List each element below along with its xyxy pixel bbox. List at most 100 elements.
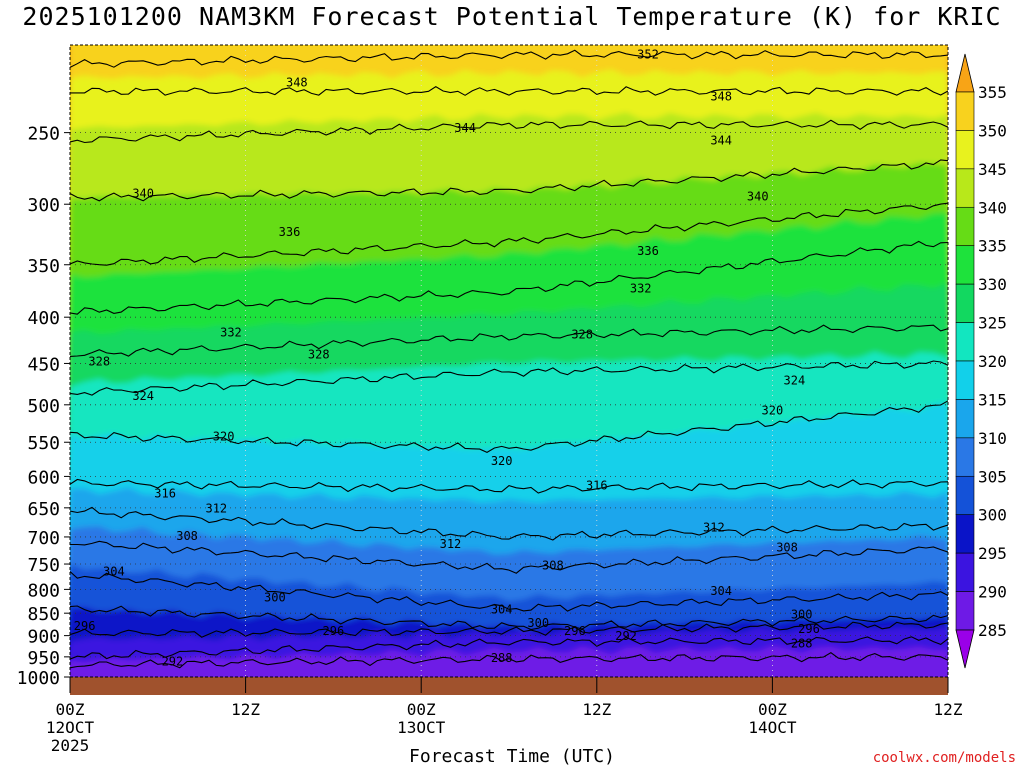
theta-band bbox=[70, 645, 948, 677]
isentrope-line bbox=[70, 571, 948, 612]
y-tick-label: 350 bbox=[27, 256, 60, 277]
colorbar-label: 300 bbox=[978, 506, 1007, 525]
contour-label: 348 bbox=[286, 75, 308, 89]
contour-labels: 352 348 348 344 344 340 340 336 336 332 332 328 328 3… bbox=[74, 48, 820, 669]
colorbar-label: 285 bbox=[978, 621, 1007, 640]
isentrope-line bbox=[70, 478, 948, 494]
isentrope-line bbox=[70, 49, 948, 68]
theta-fill bbox=[70, 45, 948, 677]
contour-label: 344 bbox=[454, 121, 476, 135]
isentrope-line bbox=[70, 636, 948, 660]
contour-label: 324 bbox=[784, 374, 806, 388]
colorbar-label: 315 bbox=[978, 390, 1007, 409]
y-tick-label: 450 bbox=[27, 354, 60, 375]
colorbar-band bbox=[955, 168, 975, 208]
contour-label: 320 bbox=[213, 429, 235, 443]
y-tick-label: 750 bbox=[27, 555, 60, 576]
y-tick-label: 900 bbox=[27, 627, 60, 648]
contour-label: 288 bbox=[491, 651, 513, 665]
x-tick-label: 2025 bbox=[51, 736, 90, 755]
contour-label: 296 bbox=[74, 619, 96, 633]
isentrope-line bbox=[70, 621, 948, 638]
contour-label: 292 bbox=[615, 629, 637, 643]
colorbar-label: 320 bbox=[978, 352, 1007, 371]
colorbar-cap-bottom bbox=[955, 629, 975, 669]
colorbar-band bbox=[955, 91, 975, 131]
x-tick-label: 12Z bbox=[934, 700, 963, 719]
isentrope-line bbox=[70, 159, 948, 202]
colorbar-band bbox=[955, 245, 975, 285]
terrain-ground bbox=[70, 677, 948, 695]
x-tick-label: 12Z bbox=[582, 700, 611, 719]
y-tick-label: 800 bbox=[27, 580, 60, 601]
y-tick-label: 300 bbox=[27, 195, 60, 216]
y-tick-label: 500 bbox=[27, 396, 60, 417]
y-tick-label: 1000 bbox=[17, 668, 60, 689]
contour-label: 304 bbox=[491, 602, 513, 616]
isentrope-line bbox=[70, 119, 948, 144]
isentrope-line bbox=[70, 506, 948, 541]
contour-label: 340 bbox=[132, 187, 154, 201]
credit-text: coolwx.com/models bbox=[872, 750, 1016, 766]
contour-label: 308 bbox=[542, 559, 564, 573]
isentropes bbox=[70, 49, 948, 669]
x-tick-label: 00Z bbox=[407, 700, 436, 719]
contour-label: 296 bbox=[564, 624, 586, 638]
colorbar-band bbox=[955, 475, 975, 516]
colorbar-label: 335 bbox=[978, 237, 1007, 256]
chart-title: 2025101200 NAM3KM Forecast Potential Tem… bbox=[22, 2, 1002, 31]
colorbar-band bbox=[955, 591, 975, 631]
contour-label: 344 bbox=[710, 133, 732, 147]
isentrope-line bbox=[70, 202, 948, 266]
colorbar-cap-top bbox=[955, 53, 975, 93]
contour-label: 308 bbox=[176, 529, 198, 543]
contour-label: 324 bbox=[132, 389, 154, 403]
contour-label: 300 bbox=[527, 616, 549, 630]
colorbar-band bbox=[955, 437, 975, 477]
y-tick-label: 400 bbox=[27, 308, 60, 329]
contour-label: 312 bbox=[205, 501, 227, 515]
contour-label: 328 bbox=[88, 355, 110, 369]
contour-label: 304 bbox=[710, 584, 732, 598]
isentrope-line bbox=[70, 324, 948, 357]
contour-label: 336 bbox=[279, 225, 301, 239]
contour-label: 348 bbox=[710, 89, 732, 103]
contour-label: 336 bbox=[637, 244, 659, 258]
y-tick-label: 600 bbox=[27, 467, 60, 488]
colorbar-band bbox=[955, 552, 975, 592]
isentrope-line bbox=[70, 86, 948, 96]
axes: 2503003504004505005506006507007508008509… bbox=[17, 44, 963, 755]
y-tick-label: 850 bbox=[27, 604, 60, 625]
contour-label: 332 bbox=[630, 282, 652, 296]
terrain bbox=[70, 677, 948, 695]
contour-label: 316 bbox=[154, 487, 176, 501]
x-tick-label: 00Z bbox=[56, 700, 85, 719]
colorbar-label: 345 bbox=[978, 160, 1007, 179]
contour-label: 312 bbox=[440, 537, 462, 551]
contour-label: 328 bbox=[571, 327, 593, 341]
contour-label: 288 bbox=[791, 636, 813, 650]
y-tick-label: 650 bbox=[27, 499, 60, 520]
grid bbox=[70, 45, 948, 678]
contour-label: 332 bbox=[220, 326, 242, 340]
isentrope-line bbox=[70, 240, 948, 315]
x-tick-label: 00Z bbox=[758, 700, 787, 719]
contour-label: 304 bbox=[103, 564, 125, 578]
contour-label: 312 bbox=[703, 520, 725, 534]
colorbar-band bbox=[955, 322, 975, 362]
contour-label: 296 bbox=[323, 624, 345, 638]
contour-label: 316 bbox=[586, 478, 608, 492]
colorbar-label: 290 bbox=[978, 583, 1007, 602]
colorbar-label: 310 bbox=[978, 429, 1007, 448]
contour-label: 320 bbox=[762, 403, 784, 417]
colorbar-band bbox=[955, 130, 975, 170]
contour-label: 328 bbox=[308, 348, 330, 362]
contour-label: 308 bbox=[776, 540, 798, 554]
isentrope-line bbox=[70, 605, 948, 631]
x-axis-label: Forecast Time (UTC) bbox=[409, 746, 615, 767]
x-tick-label: 14OCT bbox=[748, 718, 797, 737]
colorbar-label: 295 bbox=[978, 544, 1007, 563]
isentrope-line bbox=[70, 652, 948, 669]
colorbar-label: 340 bbox=[978, 198, 1007, 217]
